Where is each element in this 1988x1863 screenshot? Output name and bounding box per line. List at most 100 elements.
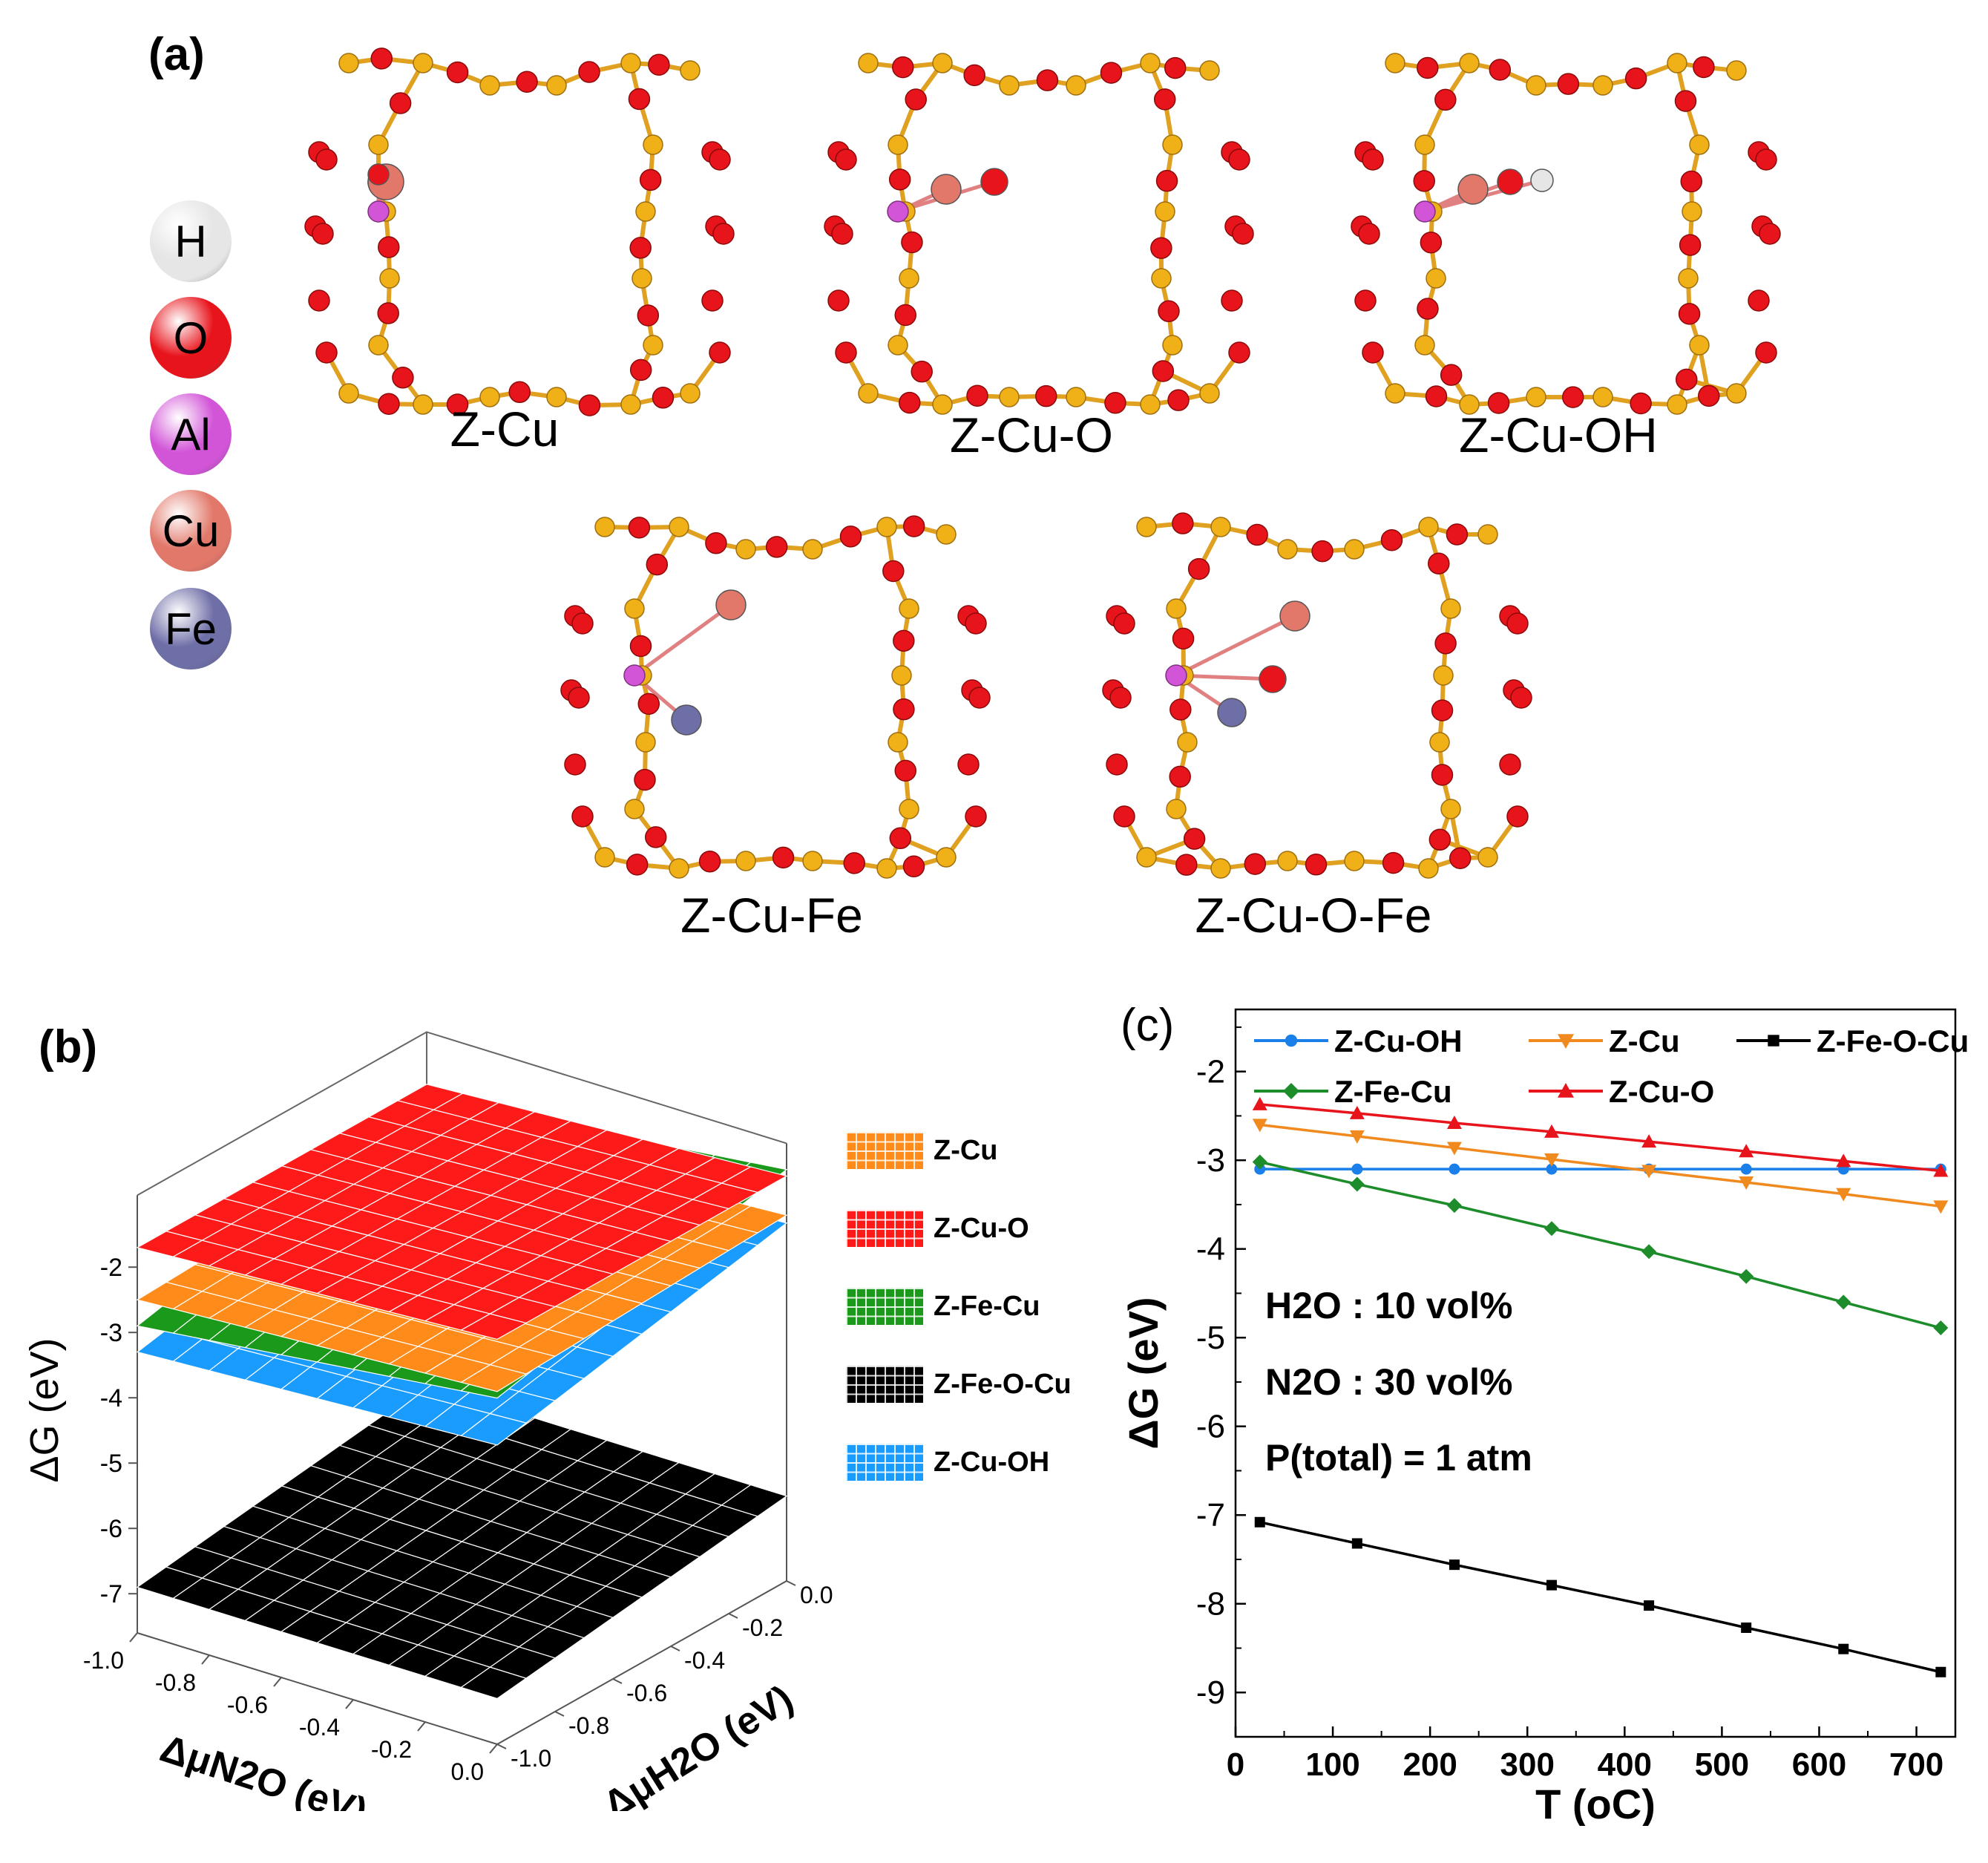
o-atom <box>646 827 666 848</box>
si-atom <box>1419 517 1438 537</box>
y-tick-label: -0.4 <box>684 1647 725 1674</box>
o-atom <box>828 290 849 311</box>
x-axis-title: T (oC) <box>1535 1781 1656 1826</box>
o-atom <box>964 65 985 85</box>
o-atom <box>893 699 914 720</box>
atom-layer <box>824 53 1253 414</box>
o-atom <box>1381 530 1402 551</box>
si-atom <box>1345 851 1364 871</box>
data-point <box>1739 1269 1754 1284</box>
y-tick-label: -9 <box>1196 1674 1225 1711</box>
o-atom <box>902 232 922 252</box>
atom-legend-cu: Cu <box>150 490 232 572</box>
si-atom <box>1727 384 1746 403</box>
y-tick-label: -5 <box>1196 1320 1225 1356</box>
o-atom <box>1189 559 1210 580</box>
condition-n2o: N2O : 30 vol% <box>1265 1361 1512 1404</box>
si-atom <box>1178 733 1197 752</box>
o-atom <box>702 290 723 311</box>
o-atom <box>1417 57 1438 78</box>
y-tick-label: -4 <box>1196 1231 1225 1268</box>
o-atom <box>627 854 648 875</box>
legend-label: Z-Fe-Cu <box>1334 1074 1452 1109</box>
si-atom <box>1419 859 1438 878</box>
o-atom <box>713 223 734 244</box>
si-atom <box>1141 53 1160 73</box>
z-axis-title: ΔG (eV) <box>22 1338 67 1482</box>
si-atom <box>1167 799 1186 819</box>
si-atom <box>1345 540 1364 559</box>
si-atom <box>621 53 640 73</box>
surface-legend-z-cu-o: Z-Cu-O <box>846 1210 1029 1247</box>
o-atom <box>1748 290 1769 311</box>
surface-legend-label: Z-Fe-Cu <box>934 1291 1040 1323</box>
si-atom <box>936 525 956 544</box>
o-atom <box>1110 687 1131 708</box>
o-atom <box>509 382 530 402</box>
cu-atom <box>716 590 746 620</box>
si-atom <box>643 135 663 154</box>
x-tick-label: 500 <box>1695 1746 1749 1783</box>
o-atom <box>1165 58 1186 79</box>
si-atom <box>1478 848 1497 867</box>
surface-swatch-z-cu-o <box>846 1210 923 1247</box>
surface-legend-z-cu-oh: Z-Cu-OH <box>846 1444 1049 1481</box>
o-atom <box>1306 854 1327 875</box>
si-atom <box>636 733 655 752</box>
si-atom <box>632 269 652 288</box>
atom-layer <box>305 48 734 416</box>
o-atom <box>1362 342 1383 363</box>
o-atom <box>1428 553 1449 574</box>
atom-symbol-h: H <box>174 216 206 267</box>
o-atom <box>1563 387 1584 407</box>
si-atom <box>1593 76 1613 95</box>
y-tick-label: 0.0 <box>800 1582 833 1608</box>
si-atom <box>625 599 644 618</box>
atom-symbol-o: O <box>174 312 209 364</box>
o-atom <box>903 856 924 877</box>
si-atom <box>1478 525 1497 544</box>
structure-z-cu <box>297 41 742 427</box>
o-atom <box>1229 149 1250 170</box>
fe-atom <box>1218 698 1246 727</box>
si-atom <box>625 799 644 819</box>
o-atom <box>1114 613 1135 634</box>
x-tick-label: 200 <box>1403 1746 1457 1783</box>
si-atom <box>595 848 614 867</box>
x-tick-label: 400 <box>1598 1746 1652 1783</box>
data-point <box>1447 1198 1462 1213</box>
o-atom <box>895 305 916 326</box>
data-point <box>1283 1083 1299 1099</box>
o-atom <box>368 164 389 185</box>
si-atom <box>1278 540 1297 559</box>
o-atom <box>640 169 661 190</box>
si-atom <box>899 799 919 819</box>
o-atom <box>890 169 911 190</box>
si-atom <box>1152 269 1171 288</box>
o-atom <box>700 851 721 872</box>
o-atom <box>637 305 658 326</box>
si-atom <box>1278 851 1297 871</box>
si-atom <box>1000 387 1019 407</box>
surface-legend-z-fe-cu: Z-Fe-Cu <box>846 1288 1040 1325</box>
y-tick <box>671 1646 680 1651</box>
o-atom <box>371 48 392 69</box>
data-point <box>1351 1164 1362 1175</box>
surface-legend-label: Z-Cu-O <box>934 1213 1029 1245</box>
si-atom <box>339 53 358 73</box>
si-atom <box>859 53 878 73</box>
si-atom <box>636 202 655 221</box>
o-atom <box>629 517 649 538</box>
o-atom <box>1036 386 1057 407</box>
o-atom <box>1756 149 1777 170</box>
si-atom <box>669 859 689 878</box>
structure-label-z-cu-o: Z-Cu-O <box>876 407 1187 463</box>
y-tick-label: -2 <box>1196 1054 1225 1090</box>
condition-h2o-text: H2O : 10 vol% <box>1265 1285 1512 1326</box>
data-point <box>1935 1667 1946 1677</box>
o-atom <box>1699 385 1719 406</box>
data-point <box>1449 1164 1460 1175</box>
o-atom <box>1431 764 1452 785</box>
si-atom <box>680 384 700 403</box>
y-tick-label: -8 <box>1196 1586 1225 1623</box>
